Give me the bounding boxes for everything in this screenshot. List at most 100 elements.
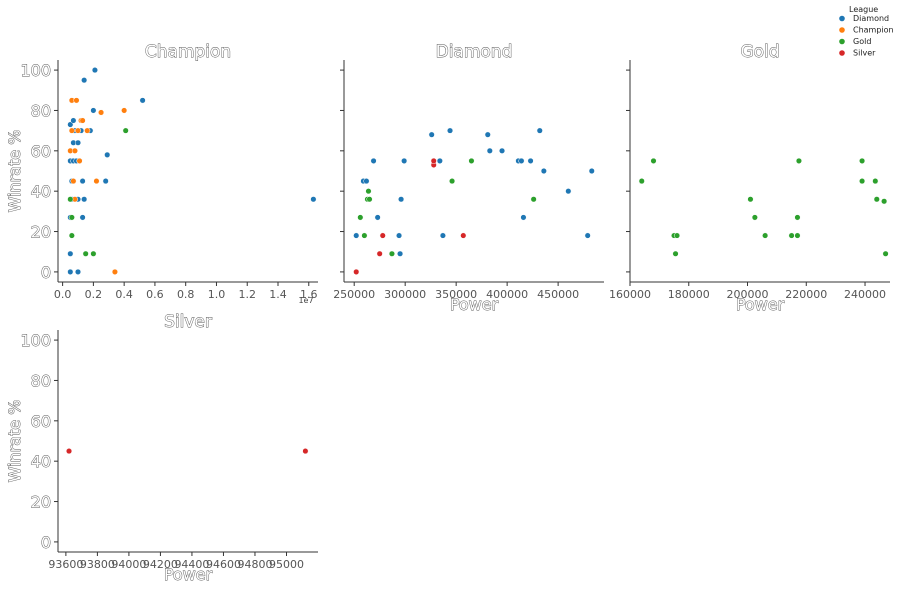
point-diamond xyxy=(374,214,381,221)
point-diamond xyxy=(79,214,86,221)
panel-title: Silver xyxy=(164,312,212,332)
point-diamond xyxy=(486,147,493,154)
x-tick-label: 94000 xyxy=(111,558,146,571)
point-gold xyxy=(747,196,754,203)
point-diamond xyxy=(70,117,77,124)
point-gold xyxy=(859,157,866,164)
legend-marker-diamond xyxy=(839,15,845,22)
point-silver xyxy=(65,448,73,455)
x-axis-label: Power xyxy=(164,565,213,584)
point-champion xyxy=(93,178,100,185)
legend-marker-silver xyxy=(839,50,845,56)
point-diamond xyxy=(81,77,88,84)
x-tick-label: 93600 xyxy=(48,558,83,571)
x-tick-label: 94800 xyxy=(237,558,272,571)
y-axis-label: Winrate % xyxy=(5,400,24,483)
point-diamond xyxy=(81,196,88,203)
point-diamond xyxy=(74,268,82,275)
point-diamond xyxy=(310,196,317,203)
point-diamond xyxy=(396,232,403,239)
point-champion xyxy=(79,117,86,124)
point-silver xyxy=(460,232,467,239)
point-gold xyxy=(361,232,368,239)
y-tick-label: 0 xyxy=(41,263,51,282)
point-gold xyxy=(873,196,880,203)
point-diamond xyxy=(527,157,534,164)
point-gold xyxy=(762,232,769,239)
legend-marker-gold xyxy=(839,38,845,45)
point-gold xyxy=(638,178,645,185)
point-diamond xyxy=(584,232,591,239)
y-tick-label: 80 xyxy=(31,101,51,120)
point-champion xyxy=(73,97,80,104)
point-champion xyxy=(70,178,77,185)
x-tick-label: 160000 xyxy=(609,288,651,301)
point-silver xyxy=(353,268,360,275)
panel-title: Gold xyxy=(740,42,779,62)
point-gold xyxy=(794,232,801,239)
panel-title: Champion xyxy=(145,42,231,62)
point-diamond xyxy=(363,178,370,185)
legend-label-gold: Gold xyxy=(853,37,871,46)
x-tick-label: 400000 xyxy=(486,288,528,301)
point-silver xyxy=(379,232,386,239)
x-tick-label: 94600 xyxy=(206,558,241,571)
y-tick-label: 60 xyxy=(31,412,51,431)
x-tick-label: 200000 xyxy=(727,288,769,301)
point-diamond xyxy=(536,127,543,134)
point-diamond xyxy=(518,157,525,164)
point-gold xyxy=(794,214,801,221)
point-gold xyxy=(449,178,456,185)
point-diamond xyxy=(67,250,74,257)
point-gold xyxy=(388,250,395,257)
point-gold xyxy=(90,250,97,257)
x-tick-label: 220000 xyxy=(785,288,827,301)
x-tick-label: 0.2 xyxy=(85,288,103,301)
point-diamond xyxy=(436,157,443,164)
x-axis-label: Power xyxy=(450,295,499,314)
x-tick-label: 0.6 xyxy=(146,288,164,301)
panel-title: Diamond xyxy=(436,42,513,62)
point-gold xyxy=(650,157,657,164)
x-tick-label: 300000 xyxy=(384,288,426,301)
point-diamond xyxy=(104,151,111,158)
point-diamond xyxy=(540,167,547,175)
panel-gold: Gold 160000 180000 200000 220000 240000 Power xyxy=(609,42,890,314)
point-diamond xyxy=(74,139,82,146)
x-tick-label: 450000 xyxy=(537,288,579,301)
point-gold xyxy=(530,196,537,203)
legend-label-silver: Silver xyxy=(853,49,876,58)
legend-marker-champion xyxy=(839,27,845,33)
point-champion xyxy=(76,157,83,164)
point-diamond xyxy=(439,232,446,239)
point-gold xyxy=(751,214,758,221)
point-champion xyxy=(98,109,105,116)
point-silver xyxy=(430,157,437,164)
y-tick-label: 40 xyxy=(31,182,51,201)
y-axis-label: Winrate % xyxy=(5,130,24,213)
y-tick-label: 100 xyxy=(20,61,51,80)
x-tick-label: 0.4 xyxy=(115,288,133,301)
y-tick-label: 20 xyxy=(31,493,51,512)
point-silver xyxy=(376,250,383,257)
point-gold xyxy=(365,188,372,195)
point-gold xyxy=(673,232,681,239)
x-tick-label: 350000 xyxy=(435,288,477,301)
x-tick-label: 95000 xyxy=(269,558,304,571)
point-gold xyxy=(859,178,866,185)
y-tick-label: 0 xyxy=(41,533,51,552)
point-champion xyxy=(71,147,78,154)
point-diamond xyxy=(91,67,98,74)
x-offset-label: 1e7 xyxy=(298,296,313,305)
legend-title: League xyxy=(849,5,878,14)
point-champion xyxy=(84,127,91,134)
point-diamond xyxy=(67,121,74,128)
point-diamond xyxy=(370,157,377,164)
point-gold xyxy=(672,250,679,257)
x-tick-label: 1.0 xyxy=(208,288,226,301)
point-gold xyxy=(357,214,364,221)
x-tick-label: 1.6 xyxy=(300,288,318,301)
y-tick-label: 80 xyxy=(31,371,51,390)
point-champion xyxy=(68,127,75,134)
